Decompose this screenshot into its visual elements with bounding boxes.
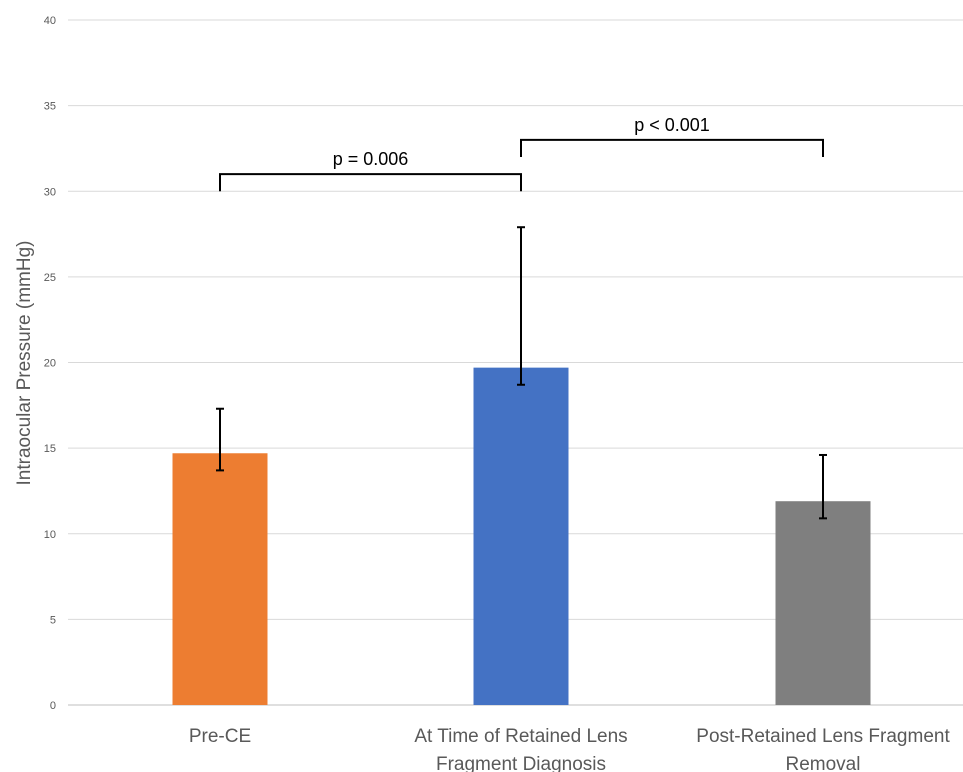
y-axis-ticks: 0 5 10 15 20 25 30 35 40 (44, 15, 56, 712)
y-tick-label: 25 (44, 272, 56, 284)
y-tick-label: 30 (44, 186, 56, 198)
significance-bracket (219, 173, 522, 192)
y-axis-label: Intraocular Pressure (mmHg) (14, 241, 35, 486)
p-value-label: p = 0.006 (333, 149, 409, 169)
error-bars (216, 226, 827, 520)
y-tick-label: 15 (44, 443, 56, 455)
category-label: At Time of Retained Lens (414, 726, 627, 747)
y-tick-label: 0 (50, 700, 56, 712)
significance-bracket (520, 138, 824, 157)
y-tick-label: 10 (44, 529, 56, 541)
y-tick-label: 20 (44, 358, 56, 370)
p-value-label: p < 0.001 (634, 115, 710, 135)
category-label: Fragment Diagnosis (436, 754, 606, 772)
x-axis-categories: Pre-CE At Time of Retained Lens Fragment D… (189, 726, 951, 772)
y-tick-label: 40 (44, 15, 56, 27)
category-label: Removal (786, 754, 861, 772)
bar (775, 501, 871, 705)
y-tick-label: 35 (44, 101, 56, 113)
category-label: Pre-CE (189, 726, 251, 747)
category-label: Post-Retained Lens Fragment (696, 726, 950, 747)
bars (172, 367, 871, 705)
bar (172, 453, 268, 705)
y-tick-label: 5 (50, 614, 56, 626)
bar (473, 367, 569, 705)
significance-brackets: p = 0.006 p < 0.001 (219, 115, 824, 192)
